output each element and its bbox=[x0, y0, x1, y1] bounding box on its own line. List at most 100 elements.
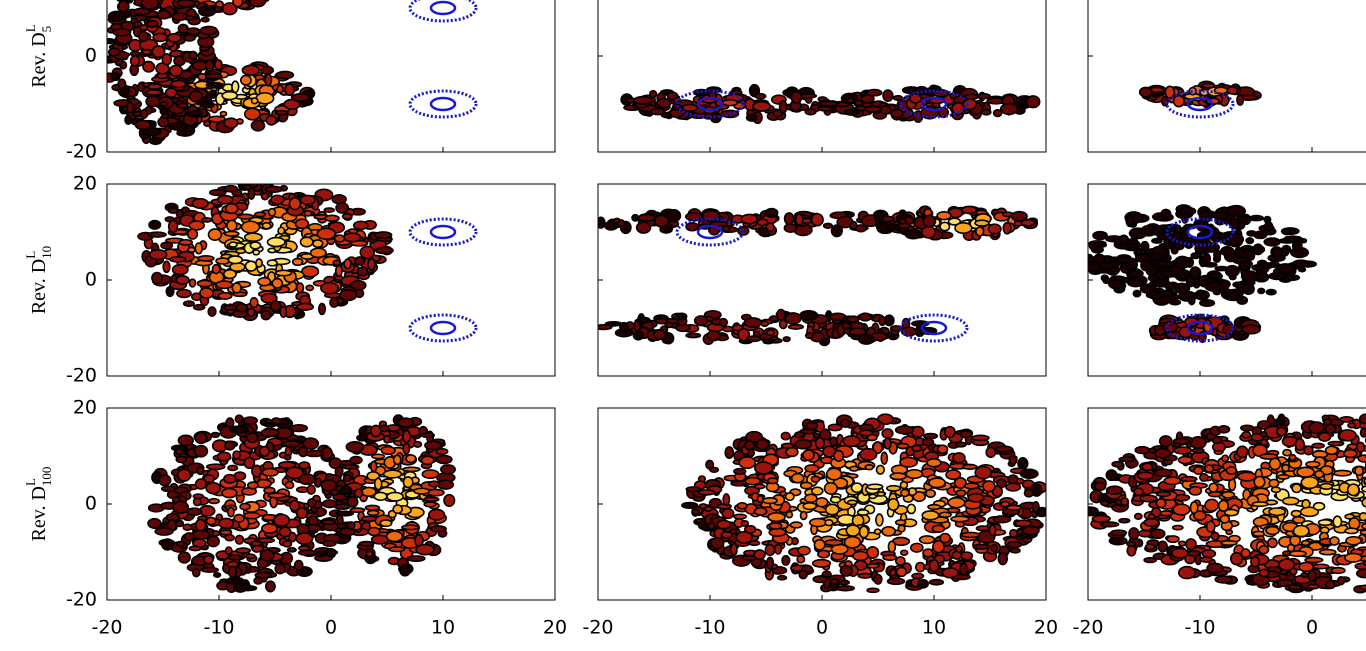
row-label-sup: L bbox=[23, 24, 38, 32]
density-blob bbox=[740, 520, 750, 527]
density-blob bbox=[804, 464, 820, 473]
density-blob bbox=[188, 50, 198, 61]
density-blob bbox=[1344, 527, 1359, 535]
density-blob bbox=[1110, 529, 1128, 537]
density-blob bbox=[352, 220, 369, 231]
density-blob bbox=[1006, 540, 1023, 549]
density-blob bbox=[380, 445, 396, 456]
density-blob bbox=[974, 465, 993, 480]
density-blob bbox=[1177, 565, 1196, 580]
density-blob bbox=[1132, 289, 1142, 298]
ellipse-outer bbox=[408, 89, 478, 119]
density-blob bbox=[383, 434, 391, 444]
density-blob bbox=[1327, 440, 1345, 447]
density-blob bbox=[428, 480, 441, 488]
ellipse-outer bbox=[899, 313, 969, 343]
density-blob bbox=[306, 484, 316, 495]
density-blob bbox=[1267, 537, 1278, 549]
density-blob bbox=[277, 226, 286, 236]
density-blob bbox=[1290, 509, 1302, 518]
density-blob bbox=[932, 539, 945, 554]
density-blob bbox=[148, 249, 168, 261]
density-blob bbox=[406, 555, 426, 563]
density-blob bbox=[617, 219, 626, 228]
density-blob bbox=[905, 468, 924, 480]
density-blob bbox=[1270, 246, 1283, 258]
density-blob bbox=[1242, 282, 1255, 295]
density-blob bbox=[894, 425, 914, 435]
density-blob bbox=[232, 0, 244, 8]
density-blob bbox=[953, 476, 967, 490]
density-blob bbox=[895, 566, 908, 578]
density-blob bbox=[333, 234, 346, 243]
density-blob bbox=[397, 417, 414, 428]
density-blob bbox=[780, 442, 795, 449]
density-blob bbox=[240, 74, 252, 86]
density-blob bbox=[110, 72, 121, 82]
density-blob bbox=[864, 463, 875, 471]
density-blob bbox=[141, 48, 152, 56]
density-blob bbox=[1126, 540, 1137, 548]
density-blob bbox=[185, 110, 204, 117]
density-blob bbox=[802, 449, 815, 461]
density-blob bbox=[203, 474, 215, 484]
density-blob bbox=[904, 229, 922, 240]
density-blob bbox=[1361, 497, 1366, 508]
density-blob bbox=[1355, 441, 1366, 453]
density-blob bbox=[753, 483, 766, 490]
density-blob bbox=[1281, 227, 1292, 236]
density-blob bbox=[188, 220, 205, 231]
density-blob bbox=[161, 53, 173, 66]
density-blob bbox=[1256, 272, 1269, 282]
density-blob bbox=[117, 78, 127, 90]
row-label-text: Rev. D bbox=[28, 486, 50, 541]
density-blob bbox=[824, 519, 834, 527]
density-blob bbox=[1208, 482, 1219, 493]
density-blob bbox=[320, 478, 338, 492]
density-blob bbox=[210, 431, 221, 439]
density-blob bbox=[171, 12, 188, 21]
density-blob bbox=[155, 62, 170, 75]
density-blob bbox=[360, 515, 378, 523]
density-blob bbox=[1223, 508, 1239, 517]
density-blob bbox=[413, 487, 431, 495]
density-blob bbox=[177, 434, 194, 447]
density-blob bbox=[656, 97, 672, 109]
density-blob bbox=[780, 431, 791, 441]
density-blob bbox=[284, 480, 295, 490]
ellipse-outer bbox=[408, 313, 478, 343]
density-blob bbox=[264, 185, 283, 194]
density-blob bbox=[435, 454, 453, 465]
density-blob bbox=[178, 238, 194, 246]
density-blob bbox=[928, 578, 945, 586]
density-blob bbox=[266, 259, 278, 267]
density-blob bbox=[289, 499, 301, 512]
density-blob bbox=[349, 455, 363, 465]
ellipse-outer bbox=[899, 89, 969, 119]
density-blob bbox=[963, 482, 980, 490]
density-blob bbox=[721, 225, 731, 233]
density-blob bbox=[373, 491, 388, 502]
density-blob bbox=[273, 513, 291, 527]
row-label-sup: L bbox=[23, 478, 38, 486]
density-blob bbox=[208, 497, 220, 505]
ellipse-inner bbox=[1186, 96, 1214, 112]
row-label-text: Rev. D bbox=[28, 32, 50, 87]
density-blob bbox=[1268, 457, 1282, 471]
density-blob bbox=[798, 569, 808, 580]
density-blob bbox=[1361, 522, 1366, 530]
density-blob bbox=[856, 508, 870, 516]
density-blob bbox=[145, 89, 163, 96]
density-blob bbox=[249, 296, 259, 309]
density-blob bbox=[343, 258, 352, 270]
density-blob bbox=[353, 488, 364, 499]
density-blob bbox=[430, 525, 447, 533]
density-blob bbox=[1306, 583, 1320, 590]
density-blob bbox=[134, 119, 152, 131]
density-blob bbox=[1141, 462, 1154, 472]
density-blob bbox=[1150, 253, 1165, 261]
density-blob bbox=[681, 501, 699, 509]
density-blob bbox=[345, 441, 365, 453]
density-blob bbox=[987, 223, 1002, 235]
